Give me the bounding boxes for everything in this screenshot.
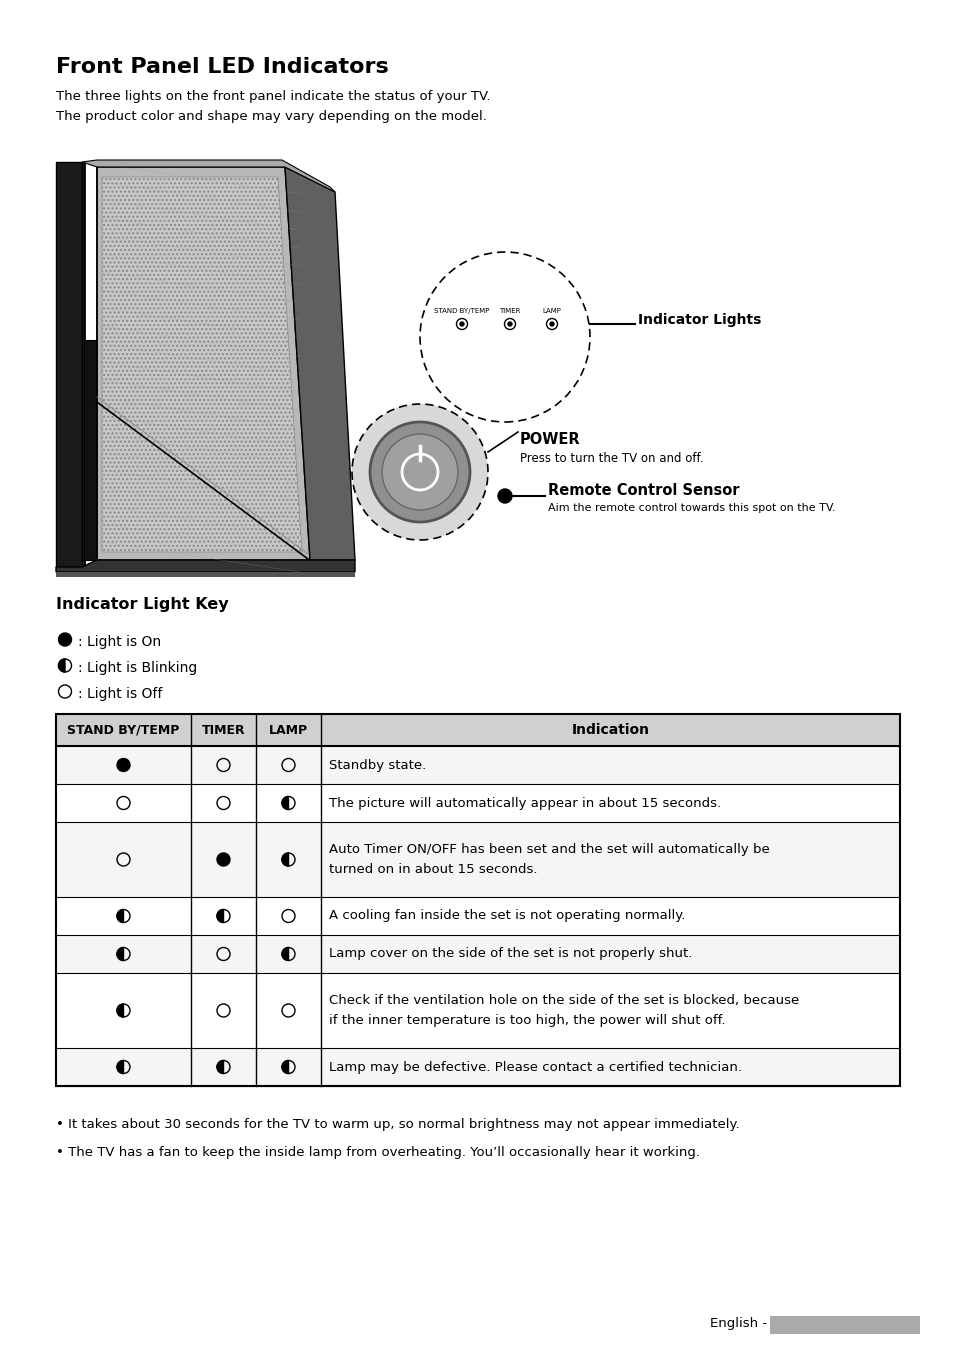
Text: : Light is Off: : Light is Off: [78, 687, 162, 700]
Text: Aim the remote control towards this spot on the TV.: Aim the remote control towards this spot…: [547, 503, 835, 512]
Wedge shape: [58, 658, 65, 672]
Wedge shape: [117, 1005, 123, 1017]
Text: Lamp cover on the side of the set is not properly shut.: Lamp cover on the side of the set is not…: [329, 948, 692, 960]
Circle shape: [117, 758, 130, 772]
Text: turned on in about 15 seconds.: turned on in about 15 seconds.: [329, 863, 537, 876]
Text: STAND BY/TEMP: STAND BY/TEMP: [68, 723, 179, 737]
Text: POWER: POWER: [519, 433, 580, 448]
Wedge shape: [216, 910, 223, 922]
Text: A cooling fan inside the set is not operating normally.: A cooling fan inside the set is not oper…: [329, 910, 684, 922]
Wedge shape: [282, 796, 288, 810]
Text: Standby state.: Standby state.: [329, 758, 426, 772]
Circle shape: [381, 434, 457, 510]
FancyBboxPatch shape: [56, 714, 899, 746]
Circle shape: [352, 404, 488, 539]
Text: if the inner temperature is too high, the power will shut off.: if the inner temperature is too high, th…: [329, 1014, 724, 1028]
Text: : Light is Blinking: : Light is Blinking: [78, 661, 197, 675]
Circle shape: [58, 633, 71, 646]
Text: The three lights on the front panel indicate the status of your TV.: The three lights on the front panel indi…: [56, 91, 490, 103]
Text: Front Panel LED Indicators: Front Panel LED Indicators: [56, 57, 388, 77]
Text: Remote Control Sensor: Remote Control Sensor: [547, 483, 739, 498]
FancyBboxPatch shape: [56, 896, 899, 936]
Text: • It takes about 30 seconds for the TV to warm up, so normal brightness may not : • It takes about 30 seconds for the TV t…: [56, 1118, 739, 1132]
Circle shape: [370, 422, 470, 522]
Text: • The TV has a fan to keep the inside lamp from overheating. You’ll occasionally: • The TV has a fan to keep the inside la…: [56, 1146, 700, 1159]
Text: Indicator Light Key: Indicator Light Key: [56, 598, 229, 612]
FancyBboxPatch shape: [56, 746, 899, 784]
Text: Indicator Lights: Indicator Lights: [638, 314, 760, 327]
Wedge shape: [282, 1060, 288, 1073]
Text: Press to turn the TV on and off.: Press to turn the TV on and off.: [519, 452, 702, 465]
Text: STAND BY/TEMP: STAND BY/TEMP: [434, 308, 489, 314]
Text: TIMER: TIMER: [498, 308, 520, 314]
Polygon shape: [56, 162, 82, 566]
Polygon shape: [82, 160, 335, 192]
Circle shape: [550, 322, 554, 326]
Wedge shape: [117, 948, 123, 960]
Polygon shape: [102, 177, 302, 552]
Polygon shape: [56, 572, 355, 577]
Text: The picture will automatically appear in about 15 seconds.: The picture will automatically appear in…: [329, 796, 720, 810]
Text: The product color and shape may vary depending on the model.: The product color and shape may vary dep…: [56, 110, 486, 123]
Polygon shape: [285, 168, 355, 560]
Wedge shape: [117, 1060, 123, 1073]
Circle shape: [507, 322, 512, 326]
Circle shape: [216, 853, 230, 867]
Polygon shape: [56, 560, 355, 572]
Wedge shape: [282, 853, 288, 867]
Text: English - 11: English - 11: [709, 1317, 787, 1330]
FancyBboxPatch shape: [56, 973, 899, 1048]
Wedge shape: [216, 1060, 223, 1073]
Wedge shape: [117, 910, 123, 922]
FancyBboxPatch shape: [769, 1315, 919, 1334]
Text: : Light is On: : Light is On: [78, 635, 161, 649]
Text: LAMP: LAMP: [542, 308, 561, 314]
FancyBboxPatch shape: [84, 339, 96, 560]
Text: Indication: Indication: [571, 723, 649, 737]
Circle shape: [459, 322, 463, 326]
Text: Lamp may be defective. Please contact a certified technician.: Lamp may be defective. Please contact a …: [329, 1060, 741, 1073]
Wedge shape: [282, 948, 288, 960]
FancyBboxPatch shape: [56, 1048, 899, 1086]
FancyBboxPatch shape: [56, 936, 899, 973]
Text: TIMER: TIMER: [201, 723, 245, 737]
Polygon shape: [97, 168, 310, 560]
Circle shape: [497, 489, 512, 503]
FancyBboxPatch shape: [56, 822, 899, 896]
Text: Auto Timer ON/OFF has been set and the set will automatically be: Auto Timer ON/OFF has been set and the s…: [329, 844, 769, 856]
Text: LAMP: LAMP: [269, 723, 308, 737]
FancyBboxPatch shape: [56, 784, 899, 822]
Text: Check if the ventilation hole on the side of the set is blocked, because: Check if the ventilation hole on the sid…: [329, 994, 799, 1007]
